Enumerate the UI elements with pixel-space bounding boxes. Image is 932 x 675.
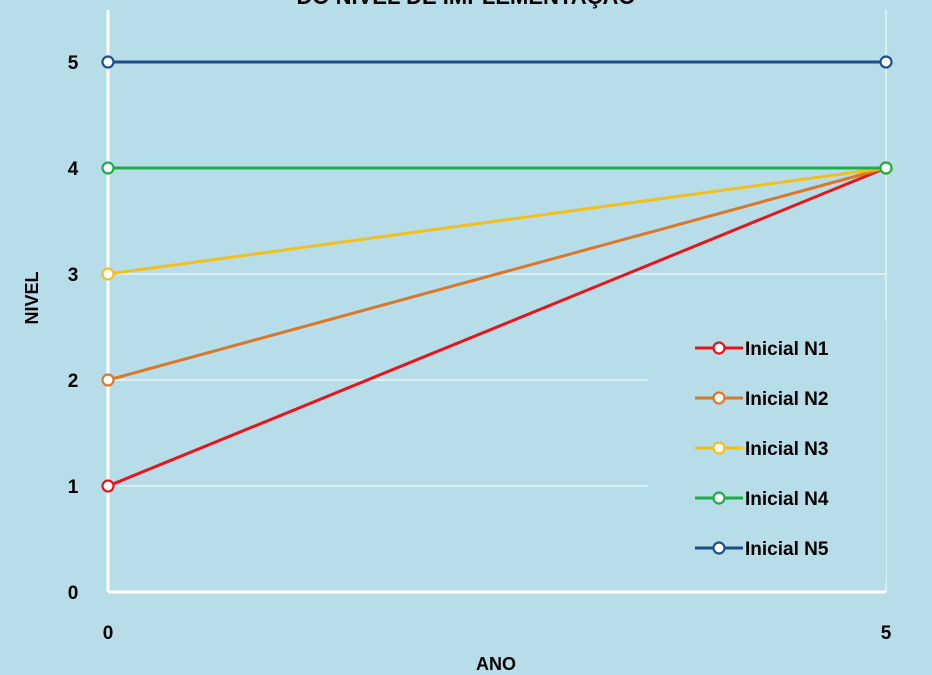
series-line-1 <box>107 166 887 488</box>
y-tick-label-0: 0 <box>68 583 79 604</box>
series-line-3 <box>107 166 887 276</box>
legend-swatch-marker <box>712 541 726 555</box>
series-3 <box>101 161 893 281</box>
y-tick-label-4: 4 <box>68 159 79 180</box>
legend: Inicial N1 Inicial N2 Inicial N3 Inicial N4… <box>648 320 886 582</box>
data-point-s1-0 <box>101 479 115 493</box>
legend-item-3: Inicial N3 <box>695 439 828 460</box>
data-point-s3-0 <box>101 267 115 281</box>
legend-label: Inicial N3 <box>745 439 828 460</box>
tick-labels: 0 1 2 3 4 5 0 5 <box>68 53 892 644</box>
legend-box <box>648 320 886 582</box>
data-point-s5-0 <box>101 55 115 69</box>
legend-item-2: Inicial N2 <box>695 389 828 410</box>
legend-label: Inicial N5 <box>745 539 829 560</box>
series-line-2 <box>107 166 887 382</box>
legend-label: Inicial N2 <box>745 389 828 410</box>
series-5 <box>101 55 893 69</box>
data-point-s2-0 <box>101 373 115 387</box>
y-tick-label-2: 2 <box>68 371 79 392</box>
legend-item-5: Inicial N5 <box>695 539 829 560</box>
legend-item-1: Inicial N1 <box>695 339 829 360</box>
legend-swatch-marker <box>712 441 726 455</box>
series-4 <box>101 161 893 175</box>
y-tick-label-3: 3 <box>68 265 79 286</box>
x-tick-label-5: 5 <box>881 623 892 644</box>
x-axis-label: ANO <box>476 654 516 674</box>
legend-label: Inicial N4 <box>745 489 829 510</box>
legend-swatch-marker <box>712 491 726 505</box>
data-point-s4-1 <box>879 161 893 175</box>
legend-swatch-marker <box>712 341 726 355</box>
chart-title: DO NÍVEL DE IMPLEMENTAÇÃO <box>297 0 636 9</box>
legend-item-4: Inicial N4 <box>695 489 829 510</box>
series-lines <box>101 55 893 493</box>
legend-label: Inicial N1 <box>745 339 829 360</box>
y-tick-label-1: 1 <box>68 477 79 498</box>
y-tick-label-5: 5 <box>68 53 79 74</box>
data-point-s4-0 <box>101 161 115 175</box>
legend-swatch-marker <box>712 391 726 405</box>
y-axis-label: NIVEL <box>22 271 42 324</box>
x-tick-label-0: 0 <box>103 623 114 644</box>
data-point-s5-1 <box>879 55 893 69</box>
